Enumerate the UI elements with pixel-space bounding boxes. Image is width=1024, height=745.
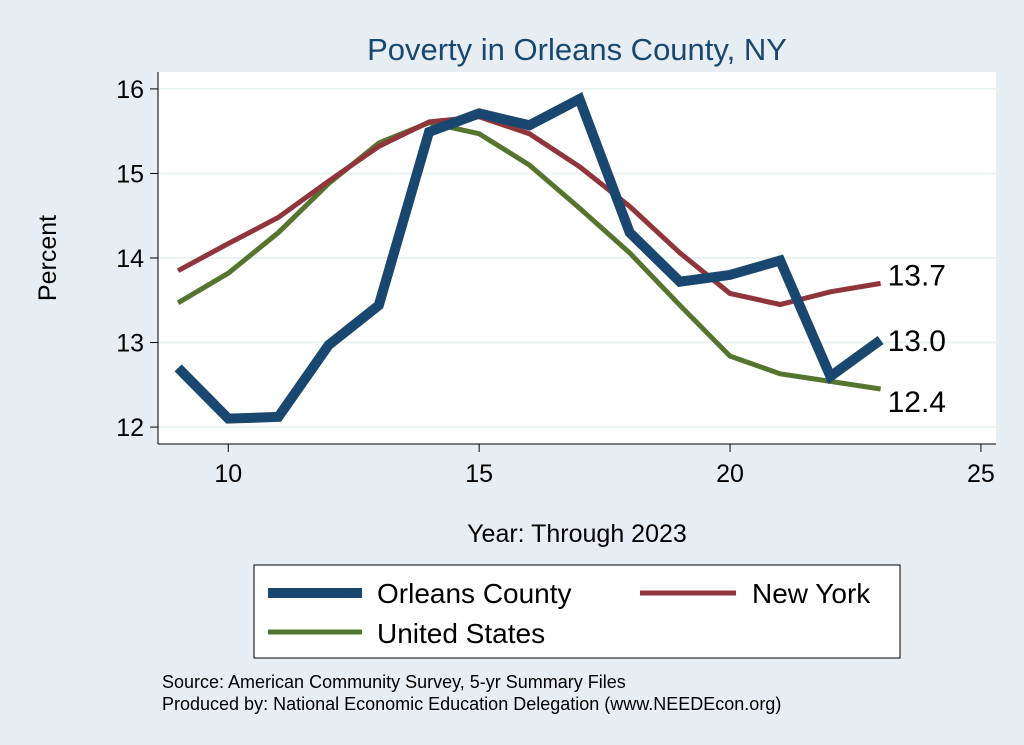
legend-label-united-states: United States (377, 618, 545, 649)
source-note: Source: American Community Survey, 5-yr … (162, 672, 626, 692)
legend-label-orleans-county: Orleans County (377, 578, 572, 609)
y-tick-label-15: 15 (116, 160, 144, 188)
x-tick-label-10: 10 (214, 460, 242, 488)
x-tick-label-15: 15 (465, 460, 493, 488)
end-label-orleans-county: 13.0 (888, 325, 946, 358)
end-label-united-states: 12.4 (888, 386, 946, 419)
x-axis-title: Year: Through 2023 (467, 520, 687, 548)
legend-label-new-york: New York (752, 578, 871, 609)
x-axis-ticks: 10 15 20 25 (214, 444, 995, 488)
end-label-new-york: 13.7 (888, 259, 946, 292)
y-axis-title: Percent (34, 215, 62, 301)
y-tick-label-13: 13 (116, 330, 144, 358)
chart-title: Poverty in Orleans County, NY (367, 32, 787, 67)
series-line-new-york (176, 114, 882, 308)
y-tick-label-12: 12 (116, 414, 144, 442)
x-tick-label-20: 20 (716, 460, 744, 488)
y-tick-label-16: 16 (116, 76, 144, 104)
end-labels: 13.0 13.7 12.4 (888, 259, 946, 419)
x-tick-label-25: 25 (967, 460, 995, 488)
y-tick-label-14: 14 (116, 245, 144, 273)
y-axis-ticks: 12 13 14 15 16 (116, 76, 158, 442)
legend-box (253, 564, 901, 659)
produced-by-note: Produced by: National Economic Education… (162, 694, 781, 714)
gridlines (158, 87, 996, 429)
series-line-orleans-county (174, 92, 884, 424)
series-lines (174, 92, 884, 424)
legend: Orleans County New York United States (253, 564, 901, 659)
series-line-united-states (176, 120, 881, 392)
